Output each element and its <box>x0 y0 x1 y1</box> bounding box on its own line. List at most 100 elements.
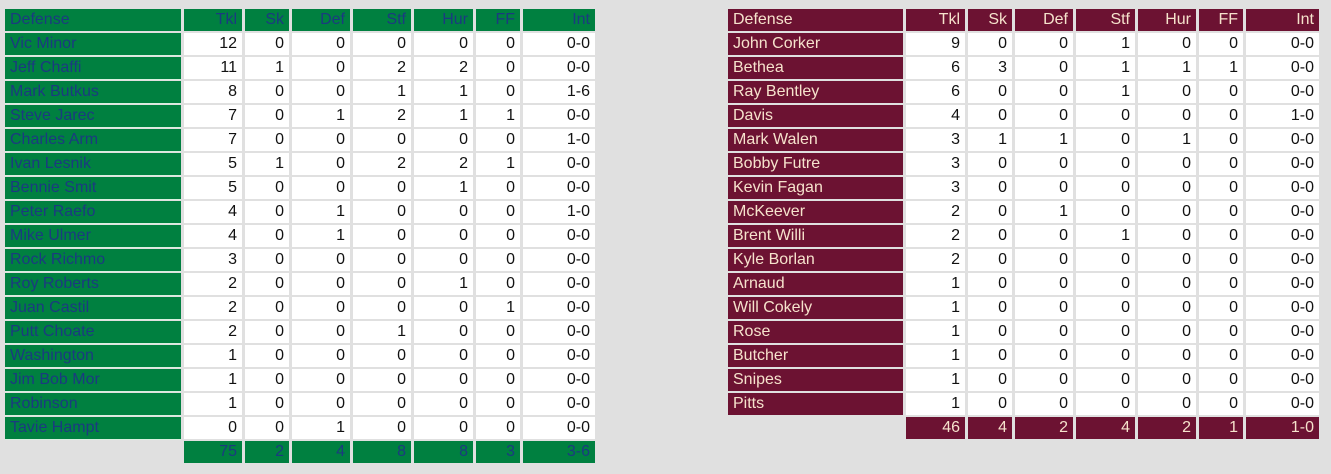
stat-int: 0-0 <box>1246 369 1319 391</box>
stat-int: 1-0 <box>1246 105 1319 127</box>
column-header-stf[interactable]: Stf <box>1076 9 1135 31</box>
stat-stf: 0 <box>1076 249 1135 271</box>
stat-stf: 0 <box>353 201 411 223</box>
stat-int: 0-0 <box>1246 297 1319 319</box>
total-hur: 8 <box>414 441 473 463</box>
stat-sk: 0 <box>245 33 289 55</box>
player-name: Rock Richmo <box>5 249 181 271</box>
stat-hur: 0 <box>1138 225 1196 247</box>
stat-def: 0 <box>292 153 350 175</box>
stat-hur: 1 <box>414 273 473 295</box>
stat-sk: 0 <box>245 369 289 391</box>
stat-sk: 0 <box>245 417 289 439</box>
stat-tkl: 1 <box>906 345 965 367</box>
stat-hur: 2 <box>414 153 473 175</box>
stat-stf: 0 <box>353 249 411 271</box>
player-name: Jim Bob Mor <box>5 369 181 391</box>
stat-def: 0 <box>1015 177 1073 199</box>
player-row: McKeever 2 0 1 0 0 0 0-0 <box>728 201 1319 223</box>
column-header-hur[interactable]: Hur <box>1138 9 1196 31</box>
stat-sk: 0 <box>245 345 289 367</box>
stat-hur: 0 <box>414 321 473 343</box>
column-header-sk[interactable]: Sk <box>245 9 289 31</box>
column-header-defense[interactable]: Defense <box>728 9 903 31</box>
stat-stf: 0 <box>1076 105 1135 127</box>
stat-sk: 1 <box>245 153 289 175</box>
stat-sk: 3 <box>968 57 1012 79</box>
player-name: Tavie Hampt <box>5 417 181 439</box>
stat-sk: 0 <box>968 225 1012 247</box>
stat-sk: 0 <box>245 129 289 151</box>
total-int: 1-0 <box>1246 417 1319 439</box>
player-row: Charles Arm 7 0 0 0 0 0 1-0 <box>5 129 595 151</box>
stat-tkl: 1 <box>184 345 242 367</box>
stat-ff: 0 <box>476 129 520 151</box>
stat-tkl: 7 <box>184 105 242 127</box>
stat-tkl: 12 <box>184 33 242 55</box>
column-header-int[interactable]: Int <box>523 9 595 31</box>
stat-sk: 0 <box>968 177 1012 199</box>
stat-stf: 1 <box>1076 33 1135 55</box>
stat-def: 0 <box>1015 225 1073 247</box>
stat-sk: 0 <box>245 81 289 103</box>
stat-ff: 0 <box>476 201 520 223</box>
player-name: Davis <box>728 105 903 127</box>
column-header-hur[interactable]: Hur <box>414 9 473 31</box>
player-name: Bethea <box>728 57 903 79</box>
stat-hur: 0 <box>1138 369 1196 391</box>
stat-stf: 0 <box>353 225 411 247</box>
player-name: Butcher <box>728 345 903 367</box>
stat-ff: 0 <box>476 57 520 79</box>
column-header-sk[interactable]: Sk <box>968 9 1012 31</box>
column-header-tkl[interactable]: Tkl <box>906 9 965 31</box>
player-row: Tavie Hampt 0 0 1 0 0 0 0-0 <box>5 417 595 439</box>
column-header-def[interactable]: Def <box>292 9 350 31</box>
stat-stf: 1 <box>353 321 411 343</box>
player-name: Bobby Futre <box>728 153 903 175</box>
stat-def: 0 <box>292 249 350 271</box>
stat-stf: 0 <box>353 273 411 295</box>
stat-tkl: 2 <box>906 201 965 223</box>
total-int: 3-6 <box>523 441 595 463</box>
stat-sk: 0 <box>968 81 1012 103</box>
stat-ff: 0 <box>1199 105 1243 127</box>
totals-row: 75 2 4 8 8 3 3-6 <box>5 441 595 463</box>
stat-sk: 0 <box>245 393 289 415</box>
stat-int: 0-0 <box>523 321 595 343</box>
column-header-defense[interactable]: Defense <box>5 9 181 31</box>
header-row: Defense Tkl Sk Def Stf Hur FF Int <box>728 9 1319 31</box>
stat-tkl: 3 <box>906 177 965 199</box>
stat-def: 0 <box>292 177 350 199</box>
stat-hur: 0 <box>414 417 473 439</box>
stat-ff: 0 <box>476 225 520 247</box>
column-header-def[interactable]: Def <box>1015 9 1073 31</box>
stat-int: 0-0 <box>1246 177 1319 199</box>
stat-tkl: 1 <box>906 321 965 343</box>
stat-tkl: 1 <box>184 369 242 391</box>
stat-ff: 0 <box>1199 201 1243 223</box>
stat-def: 0 <box>292 345 350 367</box>
stat-tkl: 1 <box>906 273 965 295</box>
player-name: John Corker <box>728 33 903 55</box>
totals-row: 46 4 2 4 2 1 1-0 <box>728 417 1319 439</box>
column-header-ff[interactable]: FF <box>476 9 520 31</box>
player-name: Mark Walen <box>728 129 903 151</box>
player-row: Mark Walen 3 1 1 0 1 0 0-0 <box>728 129 1319 151</box>
stat-tkl: 3 <box>184 249 242 271</box>
player-row: Mike Ulmer 4 0 1 0 0 0 0-0 <box>5 225 595 247</box>
stat-def: 0 <box>292 393 350 415</box>
column-header-ff[interactable]: FF <box>1199 9 1243 31</box>
player-row: Ray Bentley 6 0 0 1 0 0 0-0 <box>728 81 1319 103</box>
stat-tkl: 5 <box>184 153 242 175</box>
stat-hur: 0 <box>414 369 473 391</box>
stat-hur: 0 <box>414 33 473 55</box>
column-header-int[interactable]: Int <box>1246 9 1319 31</box>
stat-def: 0 <box>1015 105 1073 127</box>
stat-hur: 0 <box>1138 177 1196 199</box>
stat-hur: 1 <box>1138 57 1196 79</box>
column-header-tkl[interactable]: Tkl <box>184 9 242 31</box>
column-header-stf[interactable]: Stf <box>353 9 411 31</box>
stat-hur: 0 <box>1138 81 1196 103</box>
player-name: Snipes <box>728 369 903 391</box>
stat-stf: 0 <box>353 369 411 391</box>
